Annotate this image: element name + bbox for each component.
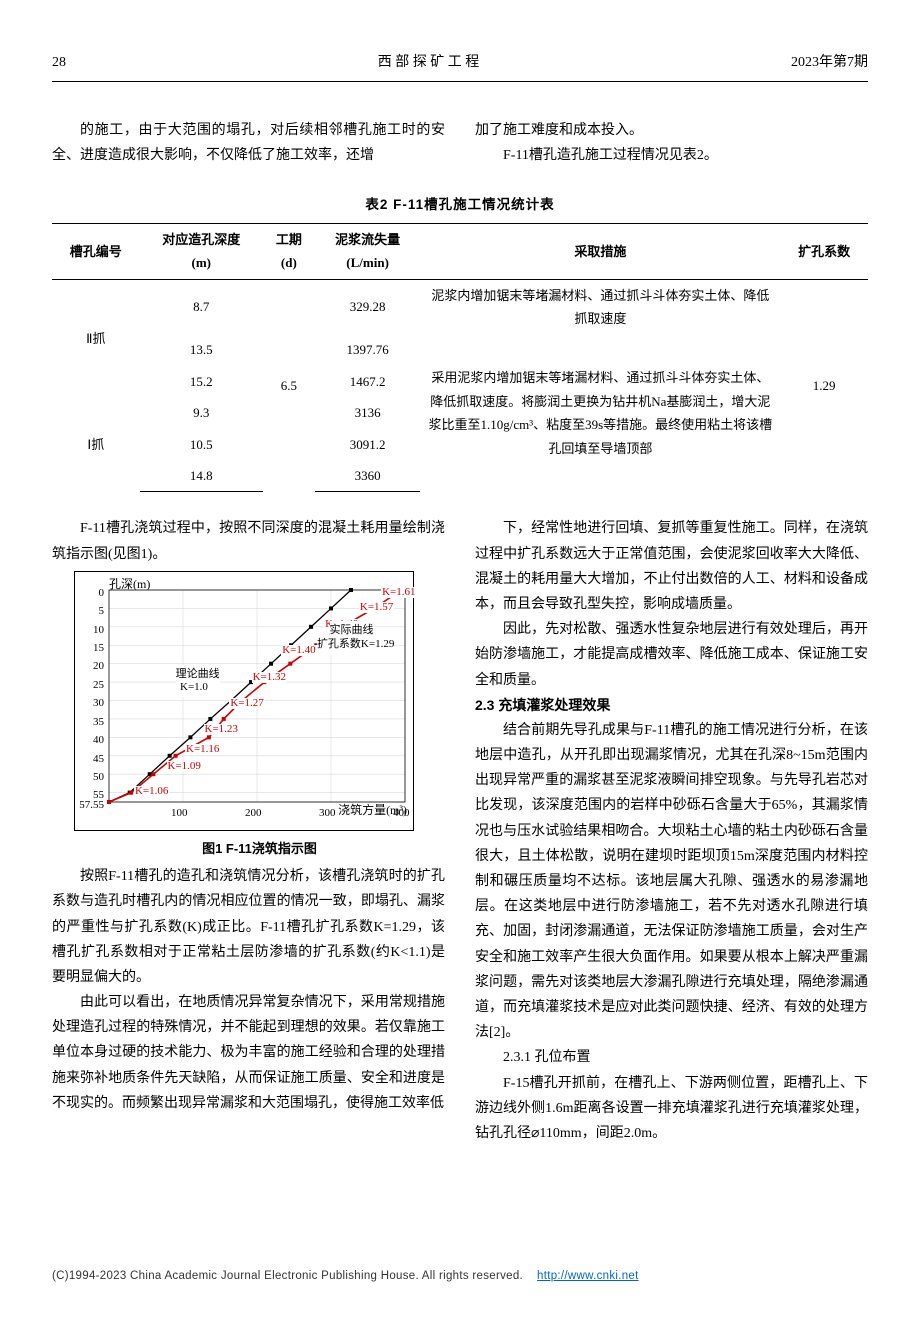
cell-depth: 9.3 — [140, 397, 263, 428]
chart-series-label: 扩孔系数K=1.29 — [317, 635, 394, 655]
chart-y-tick: 25 — [68, 676, 104, 696]
chart-series-label: K=1.0 — [180, 678, 208, 698]
right-p1: 下，经常性地进行回填、复抓等重复性施工。同样，在浇筑过程中扩孔系数远大于正常值范… — [475, 516, 868, 617]
two-column-body: F-11槽孔浇筑过程中，按照不同深度的混凝土耗用量绘制浇筑指示图(见图1)。 孔… — [52, 516, 868, 1146]
left-p3: 由此可以看出，在地质情况异常复杂情况下，采用常规措施处理造孔过程的特殊情况，并不… — [52, 990, 445, 1116]
journal-title: 西 部 探 矿 工 程 — [66, 50, 791, 75]
chart-annotation: K=1.16 — [185, 744, 220, 755]
cell-slot: Ⅱ抓 — [52, 279, 140, 397]
col-slot-id: 槽孔编号 — [52, 223, 140, 279]
cell-measure: 泥浆内增加锯末等堵漏材料、通过抓斗斗体夯实土体、降低抓取速度 — [420, 279, 780, 334]
page-footer: (C)1994-2023 China Academic Journal Elec… — [52, 1266, 868, 1287]
chart-y-tick: 45 — [68, 750, 104, 770]
cell-period: 6.5 — [263, 279, 315, 492]
chart-annotation: K=1.61 — [381, 587, 416, 598]
intro-line-1: 的施工，由于大范围的塌孔，对后续相邻槽孔施工时的安全、进度造成很大影响，不仅降低… — [52, 118, 445, 168]
chart-y-tick: 40 — [68, 731, 104, 751]
intro-line-2: 加了施工难度和成本投入。 — [475, 118, 868, 143]
table-row: Ⅱ抓 8.7 6.5 329.28 泥浆内增加锯末等堵漏材料、通过抓斗斗体夯实土… — [52, 279, 868, 334]
chart-y-tick: 15 — [68, 639, 104, 659]
col-coef: 扩孔系数 — [780, 223, 868, 279]
col-loss: 泥浆流失量 (L/min) — [315, 223, 420, 279]
table-row: 13.5 1397.76 采用泥浆内增加锯末等堵漏材料、通过抓斗斗体夯实土体、降… — [52, 334, 868, 365]
cell-slot: Ⅰ抓 — [52, 397, 140, 492]
col-period: 工期 (d) — [263, 223, 315, 279]
chart-y-tick: 50 — [68, 768, 104, 788]
cell-loss: 1397.76 — [315, 334, 420, 365]
cell-depth: 8.7 — [140, 279, 263, 334]
cell-loss: 329.28 — [315, 279, 420, 334]
chart-annotation: K=1.40 — [281, 645, 316, 656]
chart-annotation: K=1.57 — [359, 602, 394, 613]
footer-link[interactable]: http://www.cnki.net — [537, 1270, 639, 1282]
col-measure: 采取措施 — [420, 223, 780, 279]
right-p4: F-15槽孔开抓前，在槽孔上、下游两侧位置，距槽孔上、下游边线外侧1.6m距离各… — [475, 1071, 868, 1147]
page-number: 28 — [52, 50, 66, 75]
page-header: 28 西 部 探 矿 工 程 2023年第7期 — [52, 50, 868, 82]
chart-annotation: K=1.23 — [204, 724, 239, 735]
chart-caption: 图1 F-11浇筑指示图 — [74, 837, 445, 860]
cell-depth: 10.5 — [140, 429, 263, 460]
right-p2: 因此，先对松散、强透水性复杂地层进行有效处理后，再开始防渗墙施工，才能提高成槽效… — [475, 617, 868, 693]
chart-annotation: K=1.09 — [167, 761, 202, 772]
chart-x-tick: 400 — [393, 804, 410, 824]
intro-paragraph-block: 的施工，由于大范围的塌孔，对后续相邻槽孔施工时的安全、进度造成很大影响，不仅降低… — [52, 118, 868, 168]
chart-y-tick: 5 — [68, 602, 104, 622]
left-column: F-11槽孔浇筑过程中，按照不同深度的混凝土耗用量绘制浇筑指示图(见图1)。 孔… — [52, 516, 445, 1146]
chart-y-tick: 20 — [68, 657, 104, 677]
right-p3: 结合前期先导孔成果与F-11槽孔的施工情况进行分析，在该地层中造孔，从开孔即出现… — [475, 718, 868, 1045]
chart-y-tick: 0 — [68, 584, 104, 604]
chart-annotation: K=1.27 — [229, 698, 264, 709]
issue-date: 2023年第7期 — [791, 50, 868, 75]
col-depth: 对应造孔深度 (m) — [140, 223, 263, 279]
cell-loss: 3091.2 — [315, 429, 420, 460]
chart-wrap: 孔深(m) 浇筑方量(m³) 051015202530354045505557.… — [74, 571, 445, 860]
cell-depth: 15.2 — [140, 366, 263, 397]
left-p2: 按照F-11槽孔的造孔和浇筑情况分析，该槽孔浇筑时的扩孔系数与造孔时槽孔内的情况… — [52, 864, 445, 990]
chart-x-tick: 300 — [319, 804, 336, 824]
chart-y-tick: 35 — [68, 713, 104, 733]
chart-annotation: K=1.32 — [252, 672, 287, 683]
intro-line-3: F-11槽孔造孔施工过程情况见表2。 — [475, 143, 868, 168]
section-2-3-1-head: 2.3.1 孔位布置 — [475, 1045, 868, 1070]
section-2-3-head: 2.3 充填灌浆处理效果 — [475, 693, 868, 718]
footer-copyright: (C)1994-2023 China Academic Journal Elec… — [52, 1270, 523, 1282]
chart-x-tick: 100 — [171, 804, 188, 824]
chart-y-tick: 30 — [68, 694, 104, 714]
cell-coef: 1.29 — [780, 279, 868, 492]
chart-y-tick: 10 — [68, 621, 104, 641]
chart-x-tick: 200 — [245, 804, 262, 824]
chart-annotation: K=1.06 — [134, 786, 169, 797]
table-header-row: 槽孔编号 对应造孔深度 (m) 工期 (d) 泥浆流失量 (L/min) 采取措… — [52, 223, 868, 279]
cell-loss: 3136 — [315, 397, 420, 428]
cell-loss: 3360 — [315, 460, 420, 492]
right-column: 下，经常性地进行回填、复抓等重复性施工。同样，在浇筑过程中扩孔系数远大于正常值范… — [475, 516, 868, 1146]
cell-measure: 采用泥浆内增加锯末等堵漏材料、通过抓斗斗体夯实土体、降低抓取速度。将膨润土更换为… — [420, 334, 780, 491]
construction-table: 槽孔编号 对应造孔深度 (m) 工期 (d) 泥浆流失量 (L/min) 采取措… — [52, 223, 868, 493]
cell-loss: 1467.2 — [315, 366, 420, 397]
cell-depth: 13.5 — [140, 334, 263, 365]
left-p1: F-11槽孔浇筑过程中，按照不同深度的混凝土耗用量绘制浇筑指示图(见图1)。 — [52, 516, 445, 566]
table-caption: 表2 F-11槽孔施工情况统计表 — [52, 193, 868, 217]
chart-y-tick: 57.55 — [68, 796, 104, 816]
cell-depth: 14.8 — [140, 460, 263, 492]
chart-box: 孔深(m) 浇筑方量(m³) 051015202530354045505557.… — [74, 571, 414, 831]
